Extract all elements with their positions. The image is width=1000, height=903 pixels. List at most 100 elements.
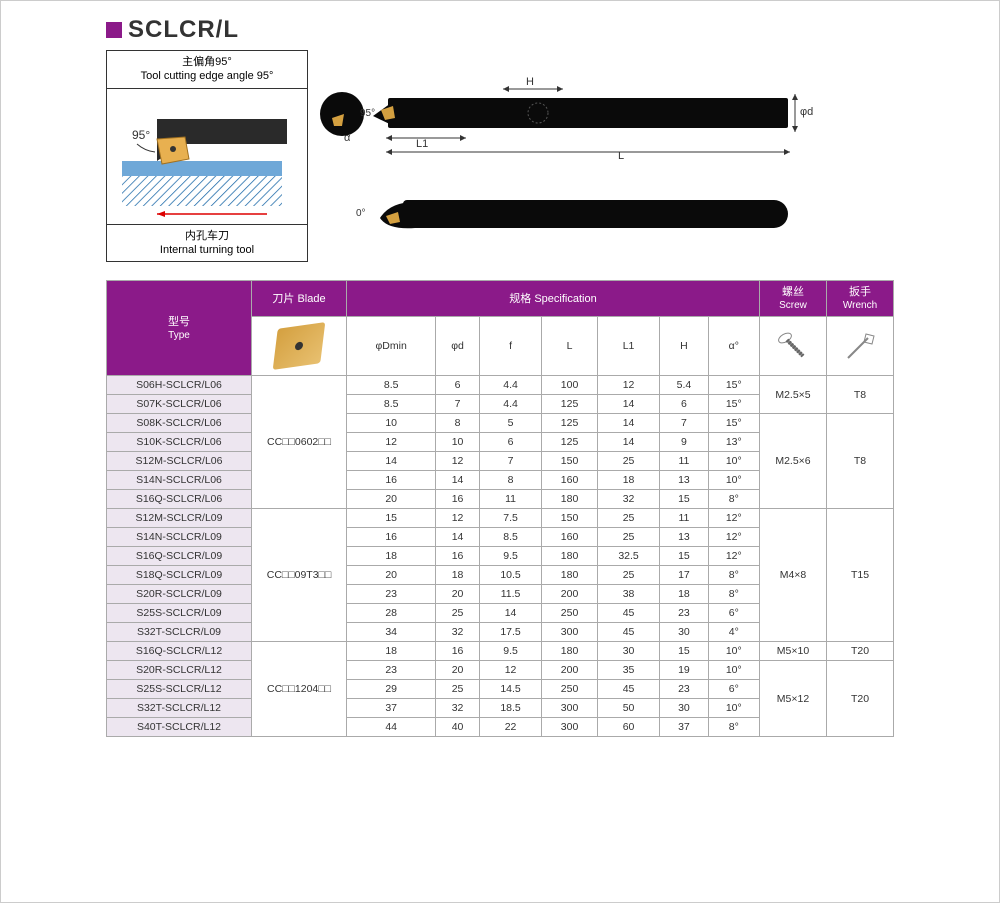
cell-value: 28	[347, 604, 436, 623]
cell-value: 8.5	[347, 376, 436, 395]
cell-value: 20	[347, 490, 436, 509]
cell-value: 45	[597, 604, 660, 623]
th-wrench: 扳手 Wrench	[827, 281, 894, 317]
cell-value: 22	[479, 718, 542, 737]
col-alpha: α°	[708, 317, 759, 376]
cell-screw: M5×12	[760, 661, 827, 737]
page-title: SCLCR/L	[128, 16, 239, 44]
cell-value: 25	[597, 566, 660, 585]
cell-value: 16	[436, 490, 479, 509]
cell-value: 7	[436, 395, 479, 414]
boring-bar-top-view	[388, 98, 788, 128]
cell-value: 12	[479, 661, 542, 680]
col-dmin: φDmin	[347, 317, 436, 376]
cell-value: 32.5	[597, 547, 660, 566]
svg-text:95°: 95°	[132, 128, 150, 142]
cell-value: 16	[436, 547, 479, 566]
tool-end-view-icon	[318, 90, 366, 138]
cell-value: 12	[347, 433, 436, 452]
cell-value: 20	[436, 661, 479, 680]
spec-table: 型号 Type 刀片 Blade 规格 Specification 螺丝 Scr…	[106, 280, 894, 737]
cell-value: 25	[597, 509, 660, 528]
cell-value: 14.5	[479, 680, 542, 699]
cell-wrench: T20	[827, 661, 894, 737]
cell-value: 12	[436, 509, 479, 528]
cell-value: 13°	[708, 433, 759, 452]
angle-footer: 内孔车刀 Internal turning tool	[107, 224, 307, 262]
tool-diagram: H φd L1 L 95° α 0°	[328, 50, 894, 262]
cell-value: 14	[436, 528, 479, 547]
table-row: S08K-SCLCR/L06108512514715°M2.5×6T8	[107, 414, 894, 433]
dim-phi-d: φd	[800, 106, 813, 118]
cell-screw: M4×8	[760, 509, 827, 642]
cell-value: 29	[347, 680, 436, 699]
cell-value: 250	[542, 604, 597, 623]
cell-value: 8°	[708, 585, 759, 604]
cell-value: 5	[479, 414, 542, 433]
cell-type: S16Q-SCLCR/L12	[107, 642, 252, 661]
dim-alpha: α	[344, 132, 350, 144]
cell-value: 125	[542, 414, 597, 433]
col-H: H	[660, 317, 708, 376]
cell-value: 18.5	[479, 699, 542, 718]
tool-tip-top	[373, 90, 398, 136]
cell-blade: CC□□09T3□□	[252, 509, 347, 642]
cell-value: 10°	[708, 471, 759, 490]
cell-value: 6	[479, 433, 542, 452]
cell-type: S14N-SCLCR/L09	[107, 528, 252, 547]
cell-value: 4.4	[479, 376, 542, 395]
cell-value: 11	[479, 490, 542, 509]
cell-value: 10°	[708, 642, 759, 661]
cell-value: 7	[660, 414, 708, 433]
cell-type: S14N-SCLCR/L06	[107, 471, 252, 490]
cell-value: 23	[660, 604, 708, 623]
cell-value: 180	[542, 547, 597, 566]
cell-value: 4°	[708, 623, 759, 642]
cell-type: S20R-SCLCR/L09	[107, 585, 252, 604]
angle-header-cn: 主偏角95°	[182, 56, 232, 68]
cell-value: 15°	[708, 395, 759, 414]
cell-value: 180	[542, 490, 597, 509]
cell-screw: M2.5×5	[760, 376, 827, 414]
tool-tip-side	[380, 198, 415, 232]
cell-value: 12	[436, 452, 479, 471]
cell-value: 12°	[708, 509, 759, 528]
cell-value: 15°	[708, 376, 759, 395]
cell-value: 8°	[708, 718, 759, 737]
cell-value: 16	[436, 642, 479, 661]
cell-value: 150	[542, 509, 597, 528]
cell-value: 4.4	[479, 395, 542, 414]
cell-value: 13	[660, 528, 708, 547]
cell-type: S18Q-SCLCR/L09	[107, 566, 252, 585]
angle-header-en: Tool cutting edge angle 95°	[141, 70, 274, 82]
cell-value: 8°	[708, 566, 759, 585]
cell-value: 160	[542, 471, 597, 490]
cell-value: 25	[436, 604, 479, 623]
cell-value: 38	[597, 585, 660, 604]
cell-value: 23	[347, 585, 436, 604]
col-d: φd	[436, 317, 479, 376]
table-row: S16Q-SCLCR/L12CC□□1204□□18169.5180301510…	[107, 642, 894, 661]
cell-value: 18	[347, 547, 436, 566]
angle-drawing: 95°	[107, 89, 307, 224]
cell-value: 10	[347, 414, 436, 433]
cell-value: 16	[347, 471, 436, 490]
cell-value: 8.5	[479, 528, 542, 547]
th-spec: 规格 Specification	[347, 281, 760, 317]
cell-type: S08K-SCLCR/L06	[107, 414, 252, 433]
cell-value: 15°	[708, 414, 759, 433]
cell-type: S12M-SCLCR/L09	[107, 509, 252, 528]
cell-value: 45	[597, 680, 660, 699]
cell-value: 100	[542, 376, 597, 395]
cell-value: 125	[542, 433, 597, 452]
cell-value: 10.5	[479, 566, 542, 585]
cell-value: 7.5	[479, 509, 542, 528]
cell-value: 6	[436, 376, 479, 395]
cell-type: S16Q-SCLCR/L09	[107, 547, 252, 566]
cell-wrench: T8	[827, 376, 894, 414]
cell-value: 300	[542, 718, 597, 737]
cell-value: 14	[436, 471, 479, 490]
cell-value: 11	[660, 452, 708, 471]
cell-value: 30	[597, 642, 660, 661]
cell-value: 8.5	[347, 395, 436, 414]
